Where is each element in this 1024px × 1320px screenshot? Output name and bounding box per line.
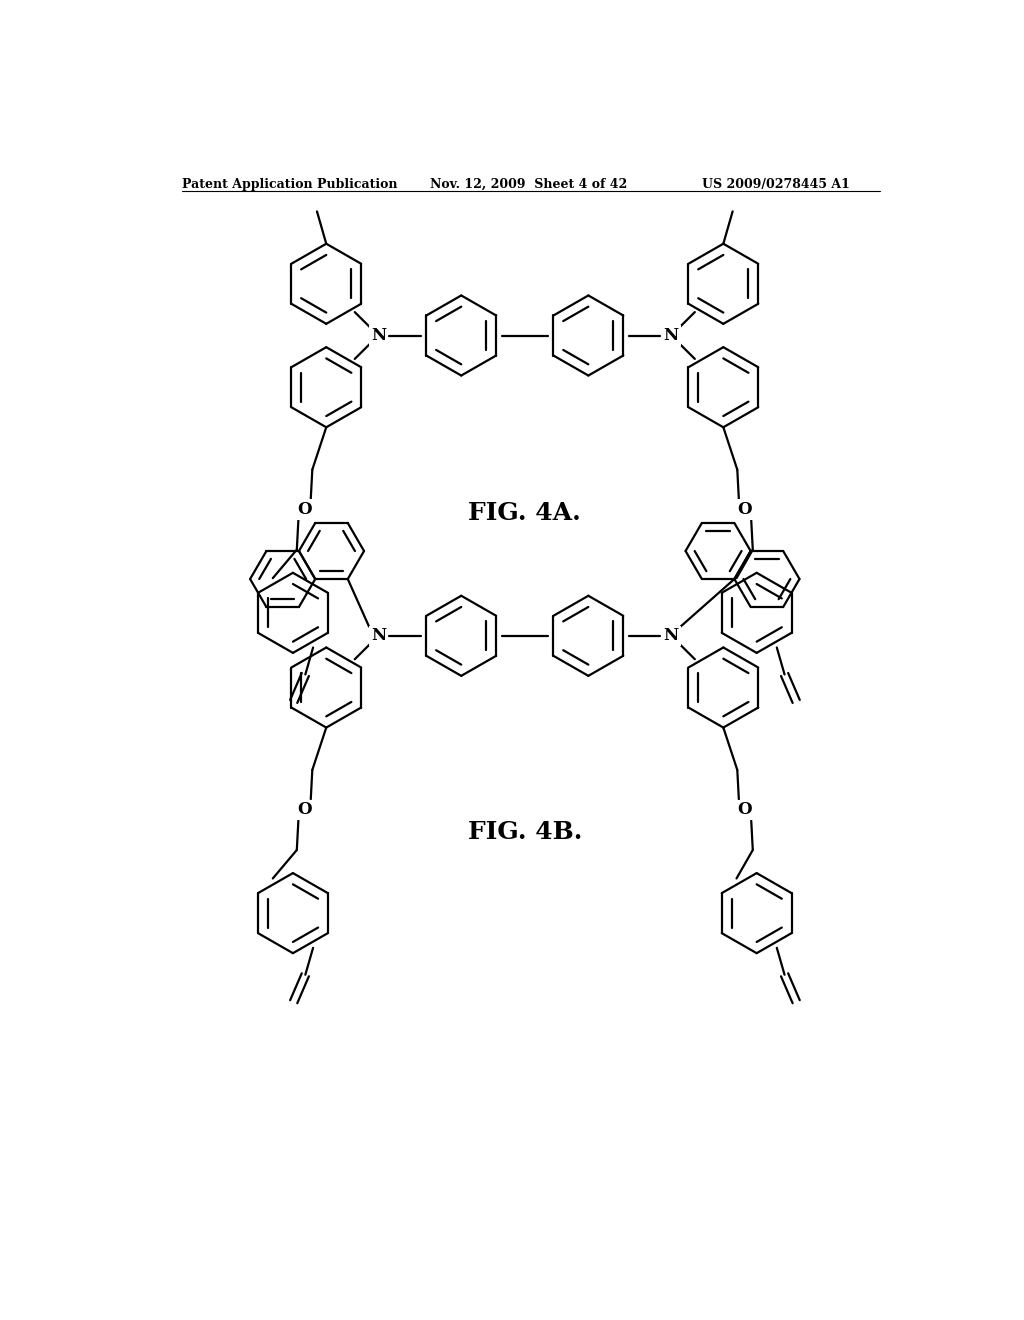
Text: Nov. 12, 2009  Sheet 4 of 42: Nov. 12, 2009 Sheet 4 of 42 xyxy=(430,178,628,190)
Text: O: O xyxy=(297,801,312,818)
Text: N: N xyxy=(371,327,386,345)
Text: Patent Application Publication: Patent Application Publication xyxy=(182,178,397,190)
Text: N: N xyxy=(371,627,386,644)
Text: FIG. 4B.: FIG. 4B. xyxy=(468,820,582,845)
Text: N: N xyxy=(664,627,679,644)
Text: FIG. 4A.: FIG. 4A. xyxy=(468,500,582,524)
Text: US 2009/0278445 A1: US 2009/0278445 A1 xyxy=(701,178,849,190)
Text: N: N xyxy=(664,327,679,345)
Text: O: O xyxy=(737,502,753,519)
Text: O: O xyxy=(297,502,312,519)
Text: O: O xyxy=(737,801,753,818)
